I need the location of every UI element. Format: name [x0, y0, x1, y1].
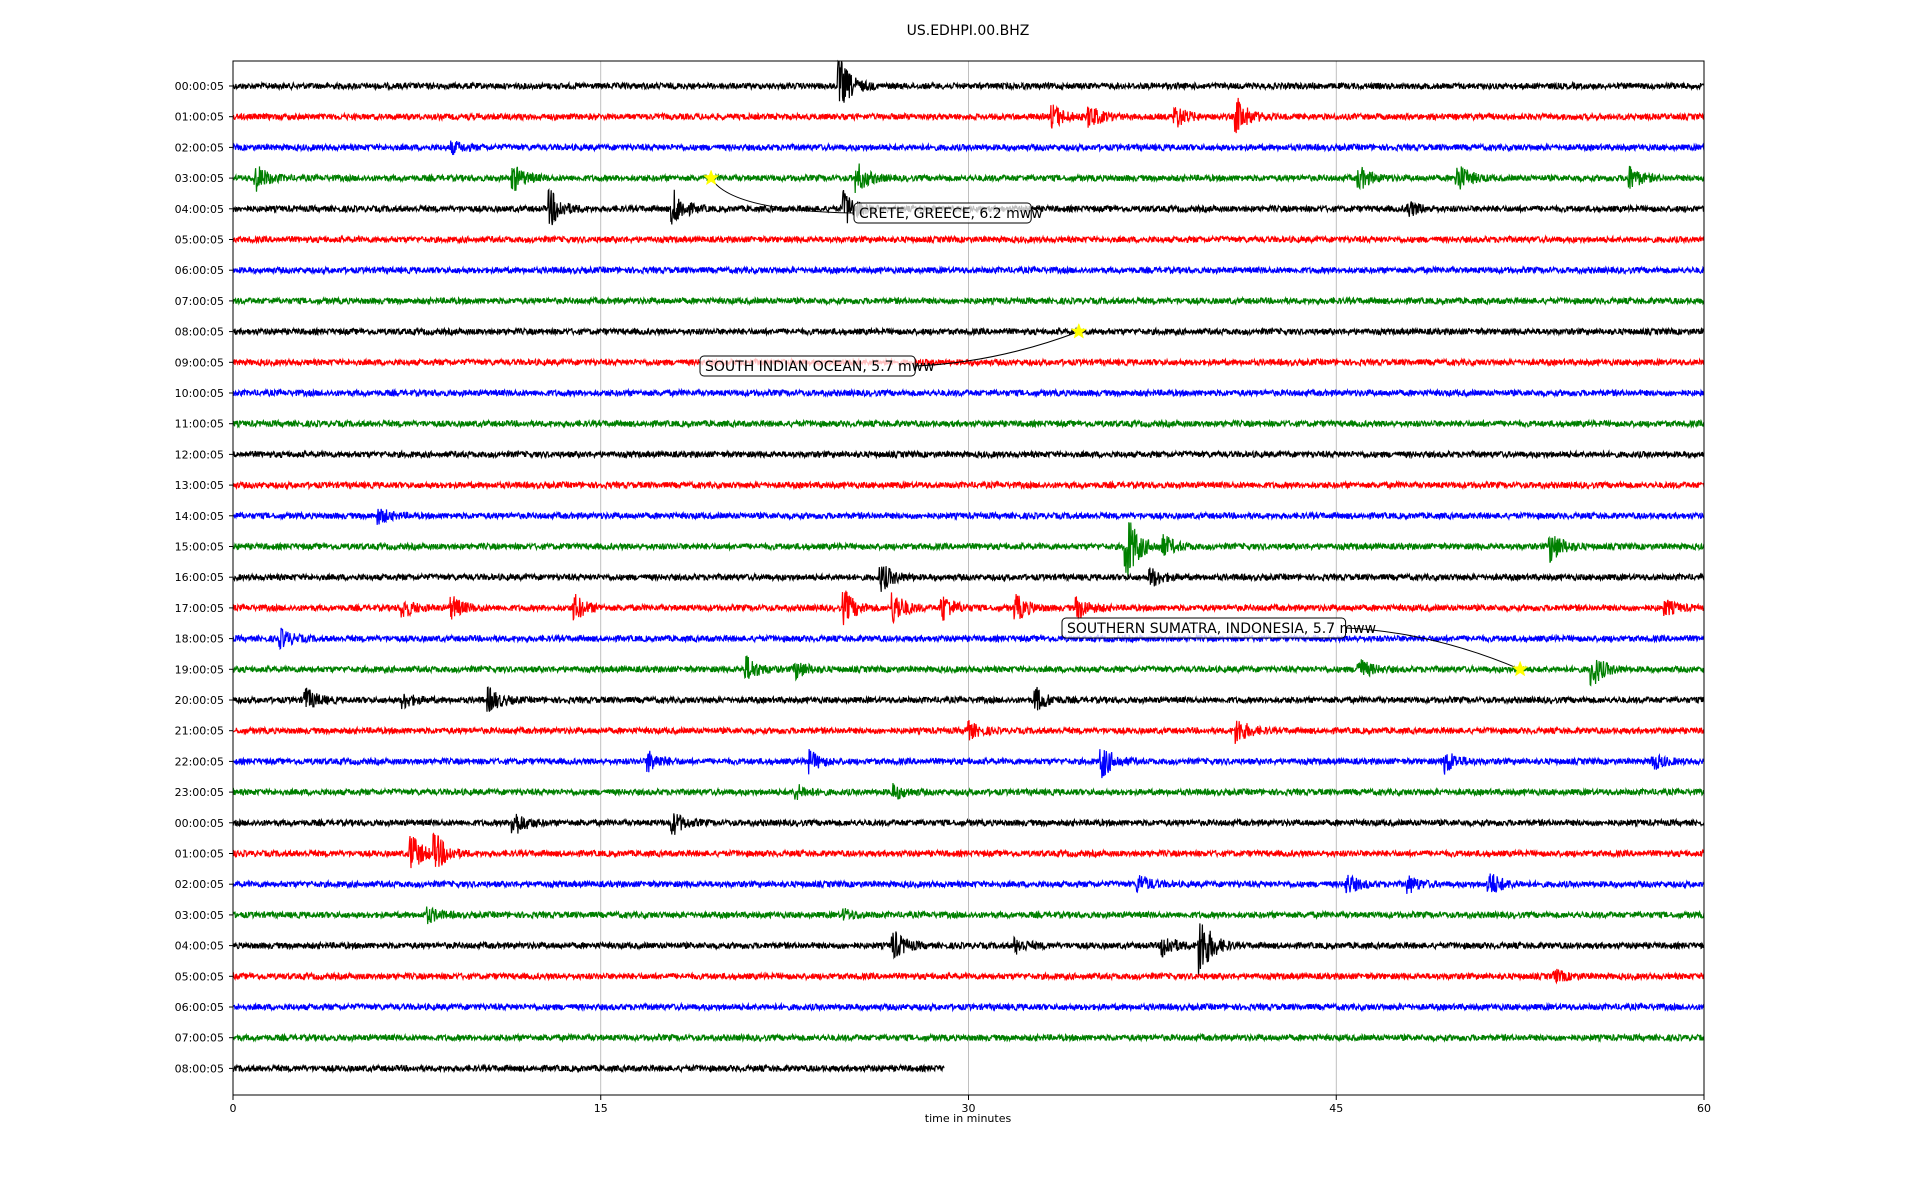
event-label: SOUTHERN SUMATRA, INDONESIA, 5.7 mww	[1067, 621, 1376, 637]
y-tick-label: 11:00:05	[175, 418, 224, 431]
y-tick-label: 16:00:05	[175, 571, 224, 584]
trace-line	[232, 264, 1705, 276]
x-tick-label: 45	[1329, 1102, 1343, 1115]
trace-line	[232, 140, 1705, 156]
y-tick-label: 21:00:05	[175, 725, 224, 738]
event-star-marker	[1511, 660, 1529, 677]
y-tick-label: 08:00:05	[175, 326, 224, 339]
y-tick-label: 07:00:05	[175, 1032, 224, 1045]
y-tick-label: 06:00:05	[175, 264, 224, 277]
event-star-marker	[702, 169, 720, 186]
event-label-box	[853, 202, 1032, 224]
y-tick-label: 20:00:05	[175, 694, 224, 707]
trace-line	[232, 326, 1705, 337]
seismic-traces	[232, 59, 1705, 1074]
y-tick-label: 05:00:05	[175, 970, 224, 983]
trace-line	[232, 566, 1705, 592]
event-label: CRETE, GREECE, 6.2 mww	[859, 206, 1043, 222]
y-tick-label: 22:00:05	[175, 755, 224, 768]
trace-line	[232, 356, 1705, 368]
y-tick-label: 19:00:05	[175, 663, 224, 676]
y-tick-label: 02:00:05	[175, 141, 224, 154]
y-tick-label: 18:00:05	[175, 633, 224, 646]
y-tick-label: 23:00:05	[175, 786, 224, 799]
y-tick-label: 08:00:05	[175, 1062, 224, 1075]
trace-line	[232, 686, 1705, 712]
y-tick-label: 07:00:05	[175, 295, 224, 308]
trace-line	[232, 655, 1705, 687]
trace-line	[232, 479, 1705, 491]
trace-line	[232, 387, 1705, 399]
trace-line	[232, 1063, 945, 1074]
trace-line	[232, 508, 1705, 525]
trace-line	[232, 1001, 1705, 1013]
trace-line	[232, 97, 1705, 134]
trace-line	[232, 234, 1705, 245]
x-tick-label: 15	[594, 1102, 608, 1115]
trace-line	[232, 749, 1705, 779]
trace-line	[232, 720, 1705, 744]
event-connector	[915, 331, 1079, 367]
y-tick-label: 13:00:05	[175, 479, 224, 492]
y-tick-label: 01:00:05	[175, 848, 224, 861]
trace-line	[232, 627, 1705, 651]
x-axis-ticks: 0 15 30 45 60	[230, 1095, 1711, 1115]
trace-line	[232, 449, 1705, 460]
x-tick-label: 0	[230, 1102, 237, 1115]
event-label-box	[1061, 617, 1347, 639]
y-tick-label: 06:00:05	[175, 1001, 224, 1014]
trace-line	[232, 873, 1705, 894]
y-tick-label: 04:00:05	[175, 203, 224, 216]
trace-line	[232, 163, 1705, 194]
plot-frame	[232, 60, 1705, 1096]
y-tick-label: 03:00:05	[175, 909, 224, 922]
trace-line	[232, 295, 1705, 307]
y-tick-label: 09:00:05	[175, 356, 224, 369]
y-tick-label: 14:00:05	[175, 510, 224, 523]
trace-line	[232, 590, 1705, 626]
x-tick-label: 30	[962, 1102, 976, 1115]
event-connector	[710, 177, 855, 214]
x-axis-label: time in minutes	[925, 1112, 1012, 1125]
y-tick-label: 04:00:05	[175, 940, 224, 953]
y-tick-labels: 00:00:05 01:00:05 02:00:05 03:00:05 04:00:05…	[175, 80, 233, 1075]
chart-title: US.EDHPI.00.BHZ	[907, 23, 1030, 39]
trace-line	[232, 832, 1705, 869]
y-tick-label: 10:00:05	[175, 387, 224, 400]
y-tick-label: 02:00:05	[175, 878, 224, 891]
y-tick-label: 12:00:05	[175, 448, 224, 461]
x-tick-label: 60	[1697, 1102, 1711, 1115]
y-tick-label: 05:00:05	[175, 234, 224, 247]
trace-line	[232, 522, 1705, 578]
y-tick-label: 15:00:05	[175, 541, 224, 554]
event-label: SOUTH INDIAN OCEAN, 5.7 mww	[705, 359, 935, 375]
trace-line	[232, 906, 1705, 925]
trace-line	[232, 59, 1705, 103]
trace-line	[232, 813, 1705, 835]
y-tick-label: 01:00:05	[175, 111, 224, 124]
y-tick-label: 17:00:05	[175, 602, 224, 615]
event-star-marker	[1070, 322, 1088, 339]
event-label-box	[699, 355, 916, 377]
event-connector	[1345, 627, 1521, 670]
y-tick-label: 03:00:05	[175, 172, 224, 185]
y-tick-label: 00:00:05	[175, 80, 224, 93]
trace-line	[232, 782, 1705, 801]
event-annotations: CRETE, GREECE, 6.2 mww SOUTH INDIAN OCEAN…	[699, 169, 1529, 677]
trace-line	[232, 923, 1705, 976]
trace-line	[232, 1032, 1705, 1043]
y-tick-label: 00:00:05	[175, 817, 224, 830]
trace-line	[232, 418, 1705, 429]
trace-line	[232, 968, 1705, 985]
